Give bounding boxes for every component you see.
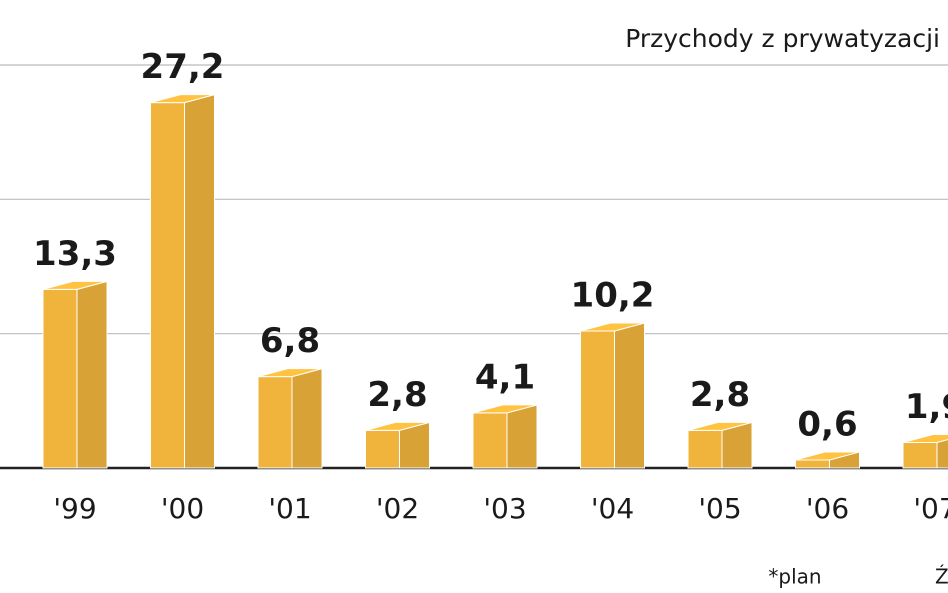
x-tick-label: '05 xyxy=(698,492,741,525)
bar-side xyxy=(614,322,645,469)
bar xyxy=(902,441,938,469)
bar xyxy=(795,459,830,469)
x-tick-label: '01 xyxy=(268,492,311,525)
bar-top xyxy=(42,280,108,290)
bar-top xyxy=(795,451,860,461)
bar-side xyxy=(291,368,323,469)
bar xyxy=(257,376,293,469)
x-tick-label: '07 xyxy=(913,492,948,525)
x-tick-label: '02 xyxy=(376,492,419,525)
x-tick-label: '03 xyxy=(483,492,526,525)
bar-side xyxy=(184,93,215,469)
value-label: 27,2 xyxy=(141,47,225,87)
value-label: 10,2 xyxy=(571,275,655,315)
value-label: 1,9 xyxy=(905,387,948,427)
x-tick-label: '99 xyxy=(53,492,96,525)
bar xyxy=(580,330,615,469)
value-label: 0,6 xyxy=(797,404,857,444)
bar-top xyxy=(150,94,215,104)
bar-top xyxy=(580,322,645,332)
bar xyxy=(687,429,723,469)
bar-top xyxy=(687,421,753,431)
note: *plan xyxy=(768,565,821,589)
bar-side xyxy=(76,280,108,469)
bar xyxy=(365,429,400,469)
value-label: 6,8 xyxy=(260,321,320,361)
bar-top xyxy=(472,404,538,414)
bar xyxy=(42,288,78,469)
source: Ź xyxy=(935,565,948,589)
value-label: 2,8 xyxy=(367,375,427,415)
x-tick-label: '04 xyxy=(591,492,634,525)
bar-side xyxy=(506,404,538,469)
bar-top xyxy=(257,368,323,378)
chart-title: Przychody z prywatyzacji xyxy=(625,24,940,53)
value-label: 2,8 xyxy=(690,375,750,415)
x-tick-label: '06 xyxy=(806,492,849,525)
bar-top xyxy=(902,433,948,443)
bar-top xyxy=(365,421,430,431)
x-tick-label: '00 xyxy=(161,492,204,525)
value-label: 13,3 xyxy=(33,234,117,274)
value-label: 4,1 xyxy=(475,357,535,397)
bar xyxy=(150,102,185,469)
bar xyxy=(472,412,508,469)
